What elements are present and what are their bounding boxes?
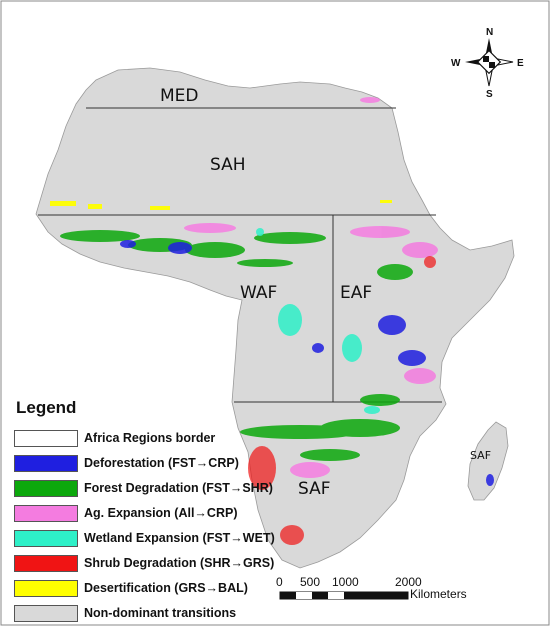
legend-label: Desertification (GRS→BAL) <box>84 581 248 595</box>
scale-tick-1000: 1000 <box>332 575 359 589</box>
legend-item-desertification: Desertification (GRS→BAL) <box>14 578 248 598</box>
scale-unit-label: Kilometers <box>410 587 467 601</box>
scale-tick-0: 0 <box>276 575 283 589</box>
legend-label: Wetland Expansion (FST→WET) <box>84 531 275 545</box>
legend-swatch <box>14 554 78 572</box>
scale-bar <box>279 591 409 600</box>
region-label-sah: SAH <box>210 155 246 175</box>
legend-swatch <box>14 529 78 547</box>
region-label-waf: WAF <box>240 283 277 303</box>
legend-item-forest-degradation: Forest Degradation (FST→SHR) <box>14 478 273 498</box>
region-borders <box>38 107 442 403</box>
legend-swatch <box>14 504 78 522</box>
region-label-saf-madagascar: SAF <box>470 449 491 462</box>
legend-item-ag-expansion: Ag. Expansion (All→CRP) <box>14 503 237 523</box>
legend-swatch <box>14 454 78 472</box>
legend-item-deforestation: Deforestation (FST→CRP) <box>14 453 239 473</box>
legend-item-non-dominant: Non-dominant transitions <box>14 603 236 623</box>
africa-landmass <box>35 67 515 569</box>
legend-swatch <box>14 604 78 622</box>
legend-swatch <box>14 479 78 497</box>
legend-label: Shrub Degradation (SHR→GRS) <box>84 556 275 570</box>
compass-west: W <box>451 58 461 69</box>
scale-tick-500: 500 <box>300 575 321 589</box>
legend-label: Africa Regions border <box>84 431 216 445</box>
legend-label: Ag. Expansion (All→CRP) <box>84 506 238 520</box>
compass-north: N <box>486 27 493 38</box>
legend-item-wetland-expansion: Wetland Expansion (FST→WET) <box>14 528 275 548</box>
region-label-med: MED <box>160 86 199 106</box>
legend-item-shrub-degradation: Shrub Degradation (SHR→GRS) <box>14 553 274 573</box>
legend-label: Forest Degradation (FST→SHR) <box>84 481 273 495</box>
legend-label: Deforestation (FST→CRP) <box>84 456 239 470</box>
compass-south: S <box>486 89 493 100</box>
scale-tick-2000: 2000 <box>395 575 422 589</box>
legend-swatch <box>14 579 78 597</box>
legend-label: Non-dominant transitions <box>84 606 237 620</box>
legend-title: Legend <box>16 398 77 417</box>
compass-east: E <box>517 58 524 69</box>
transition-patches <box>50 97 494 545</box>
region-label-saf: SAF <box>298 479 331 499</box>
legend-item-regions-border: Africa Regions border <box>14 428 215 448</box>
region-label-eaf: EAF <box>340 283 372 303</box>
compass-rose-icon: N S E W <box>451 27 524 100</box>
madagascar-landmass <box>467 421 509 501</box>
legend-swatch <box>14 429 78 447</box>
